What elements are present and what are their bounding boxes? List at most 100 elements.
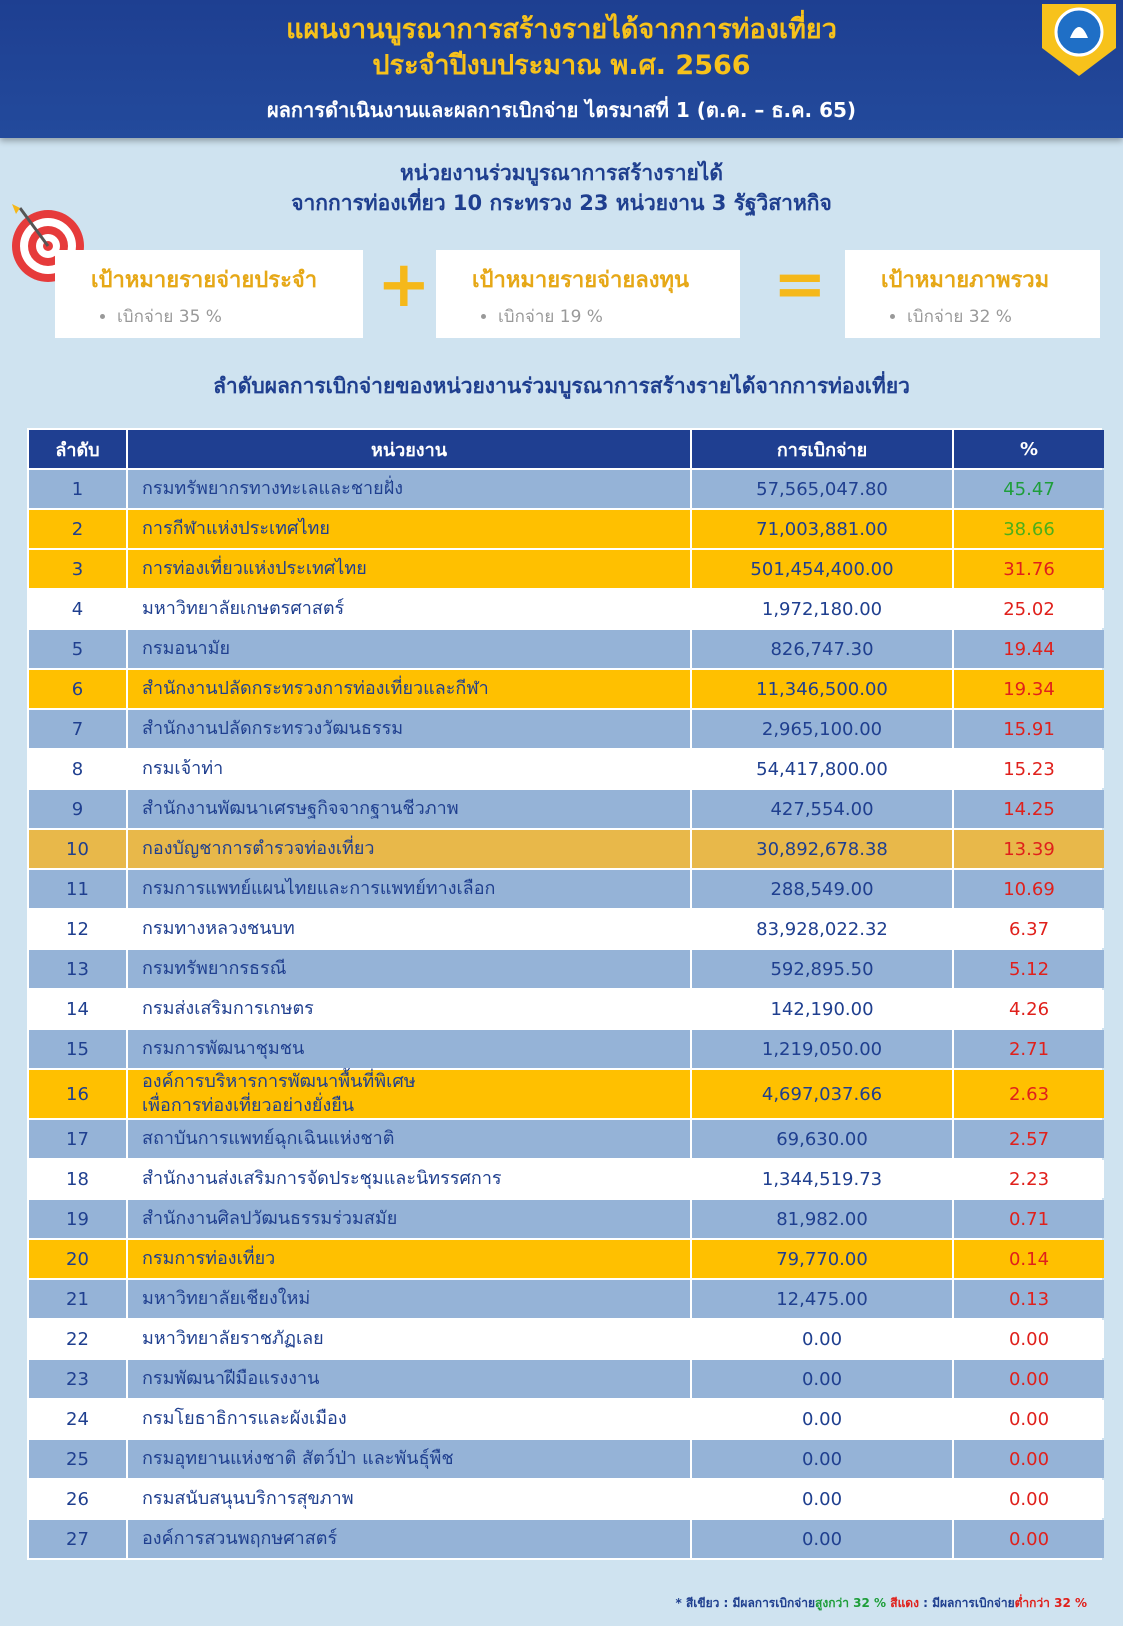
name-cell: กรมอุทยานแห่งชาติ สัตว์ป่า และพันธุ์พืช <box>128 1440 690 1478</box>
name-cell: กรมส่งเสริมการเกษตร <box>128 990 690 1028</box>
footnote: * สีเขียว : มีผลการเบิกจ่ายสูงกว่า 32 % … <box>676 1594 1088 1613</box>
amount-cell: 0.00 <box>692 1320 952 1358</box>
rank-cell: 16 <box>29 1070 126 1118</box>
name-cell: กรมพัฒนาฝีมือแรงงาน <box>128 1360 690 1398</box>
name-cell: กรมสนับสนุนบริการสุขภาพ <box>128 1480 690 1518</box>
target-title: เป้าหมายรายจ่ายประจำ <box>91 268 318 293</box>
name-cell: สำนักงานศิลปวัฒนธรรมร่วมสมัย <box>128 1200 690 1238</box>
name-cell: มหาวิทยาลัยเกษตรศาสตร์ <box>128 590 690 628</box>
name-cell: กรมการท่องเที่ยว <box>128 1240 690 1278</box>
target-box: เป้าหมายรายจ่ายประจำเบิกจ่าย 35 % <box>55 250 363 338</box>
rank-cell: 10 <box>29 830 126 868</box>
plus-sign: + <box>377 248 431 322</box>
amount-cell: 0.00 <box>692 1520 952 1558</box>
name-cell: องค์การบริหารการพัฒนาพื้นที่พิเศษ เพื่อก… <box>128 1070 690 1118</box>
rank-cell: 26 <box>29 1480 126 1518</box>
rank-cell: 3 <box>29 550 126 588</box>
name-cell: กรมการแพทย์แผนไทยและการแพทย์ทางเลือก <box>128 870 690 908</box>
name-cell: การท่องเที่ยวแห่งประเทศไทย <box>128 550 690 588</box>
amount-cell: 4,697,037.66 <box>692 1070 952 1118</box>
subtitle: ผลการดำเนินงานและผลการเบิกจ่าย ไตรมาสที่… <box>266 98 857 122</box>
header: แผนงานบูรณาการสร้างรายได้จากการท่องเที่ย… <box>0 0 1123 138</box>
rank-cell: 15 <box>29 1030 126 1068</box>
rank-cell: 11 <box>29 870 126 908</box>
amount-cell: 12,475.00 <box>692 1280 952 1318</box>
column-header: % <box>954 430 1104 468</box>
rank-cell: 8 <box>29 750 126 788</box>
amount-cell: 288,549.00 <box>692 870 952 908</box>
name-cell: กองบัญชาการตำรวจท่องเที่ยว <box>128 830 690 868</box>
equals-sign: = <box>773 248 827 322</box>
name-cell: สำนักงานส่งเสริมการจัดประชุมและนิทรรศการ <box>128 1160 690 1198</box>
footnote-part: ต่ำกว่า 32 % <box>1014 1596 1087 1610</box>
name-cell: สำนักงานปลัดกระทรวงการท่องเที่ยวและกีฬา <box>128 670 690 708</box>
name-cell: กรมอนามัย <box>128 630 690 668</box>
rank-cell: 18 <box>29 1160 126 1198</box>
target-detail: เบิกจ่าย 32 % <box>907 303 1100 330</box>
amount-cell: 71,003,881.00 <box>692 510 952 548</box>
pct-cell: 0.71 <box>954 1200 1104 1238</box>
intro: หน่วยงานร่วมบูรณาการสร้างรายได้ จากการท่… <box>0 158 1123 218</box>
amount-cell: 1,219,050.00 <box>692 1030 952 1068</box>
rank-cell: 4 <box>29 590 126 628</box>
name-cell: องค์การสวนพฤกษศาสตร์ <box>128 1520 690 1558</box>
amount-cell: 1,972,180.00 <box>692 590 952 628</box>
amount-cell: 30,892,678.38 <box>692 830 952 868</box>
target-detail: เบิกจ่าย 19 % <box>498 303 740 330</box>
pct-cell: 0.13 <box>954 1280 1104 1318</box>
pct-cell: 4.26 <box>954 990 1104 1028</box>
rank-cell: 2 <box>29 510 126 548</box>
pct-cell: 0.00 <box>954 1440 1104 1478</box>
rank-cell: 9 <box>29 790 126 828</box>
pct-cell: 2.23 <box>954 1160 1104 1198</box>
intro-line: จากการท่องเที่ยว 10 กระทรวง 23 หน่วยงาน … <box>291 191 832 215</box>
table-heading: ลำดับผลการเบิกจ่ายของหน่วยงานร่วมบูรณากา… <box>213 374 910 398</box>
rank-cell: 5 <box>29 630 126 668</box>
pct-cell: 0.00 <box>954 1520 1104 1558</box>
name-cell: กรมโยธาธิการและผังเมือง <box>128 1400 690 1438</box>
name-cell: การกีฬาแห่งประเทศไทย <box>128 510 690 548</box>
target-title: เป้าหมายรายจ่ายลงทุน <box>472 268 690 293</box>
amount-cell: 592,895.50 <box>692 950 952 988</box>
rank-cell: 1 <box>29 470 126 508</box>
amount-cell: 83,928,022.32 <box>692 910 952 948</box>
name-cell: กรมทรัพยากรทางทะเลและชายฝั่ง <box>128 470 690 508</box>
pct-cell: 2.57 <box>954 1120 1104 1158</box>
title: ประจำปีงบประมาณ พ.ศ. 2566 <box>372 50 751 81</box>
name-cell: สำนักงานพัฒนาเศรษฐกิจจากฐานชีวภาพ <box>128 790 690 828</box>
pct-cell: 2.71 <box>954 1030 1104 1068</box>
pct-cell: 19.34 <box>954 670 1104 708</box>
target-box: เป้าหมายภาพรวมเบิกจ่าย 32 % <box>845 250 1100 338</box>
pct-cell: 31.76 <box>954 550 1104 588</box>
amount-cell: 79,770.00 <box>692 1240 952 1278</box>
rank-cell: 17 <box>29 1120 126 1158</box>
table: ลำดับ หน่วยงาน การเบิกจ่าย% 1 กรมทรัพยากรทาง… <box>27 428 1104 1560</box>
pct-cell: 15.91 <box>954 710 1104 748</box>
amount-cell: 0.00 <box>692 1440 952 1478</box>
rank-cell: 6 <box>29 670 126 708</box>
rank-cell: 27 <box>29 1520 126 1558</box>
rank-cell: 23 <box>29 1360 126 1398</box>
amount-cell: 142,190.00 <box>692 990 952 1028</box>
amount-cell: 0.00 <box>692 1360 952 1398</box>
rank-cell: 21 <box>29 1280 126 1318</box>
pct-cell: 0.00 <box>954 1400 1104 1438</box>
pct-cell: 19.44 <box>954 630 1104 668</box>
target-box: เป้าหมายรายจ่ายลงทุนเบิกจ่าย 19 % <box>436 250 740 338</box>
rank-cell: 14 <box>29 990 126 1028</box>
logo <box>1042 4 1116 76</box>
name-cell: กรมทางหลวงชนบท <box>128 910 690 948</box>
pct-cell: 0.00 <box>954 1480 1104 1518</box>
amount-cell: 81,982.00 <box>692 1200 952 1238</box>
target-detail: เบิกจ่าย 35 % <box>117 303 363 330</box>
footnote-part: * สีเขียว : มีผลการเบิกจ่าย <box>675 1596 816 1610</box>
target-title: เป้าหมายภาพรวม <box>881 268 1050 293</box>
amount-cell: 2,965,100.00 <box>692 710 952 748</box>
name-cell: กรมทรัพยากรธรณี <box>128 950 690 988</box>
rank-cell: 13 <box>29 950 126 988</box>
amount-cell: 11,346,500.00 <box>692 670 952 708</box>
rank-cell: 24 <box>29 1400 126 1438</box>
pct-cell: 38.66 <box>954 510 1104 548</box>
column-header: ลำดับ <box>29 430 126 468</box>
